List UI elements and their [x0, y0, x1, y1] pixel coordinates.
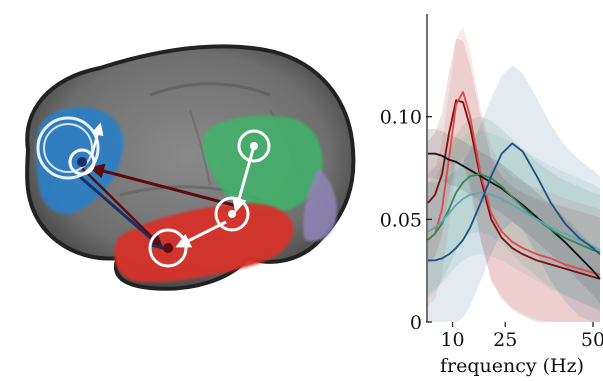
- spectrum-chart: 0 0.05 0.10 10 25 50 frequency (Hz): [380, 14, 603, 377]
- x-tick-label: 50: [581, 329, 603, 351]
- node-dot: [228, 210, 236, 218]
- y-tick-label: 0: [410, 312, 422, 334]
- node-dot: [163, 243, 173, 253]
- x-tick-label: 25: [493, 329, 517, 351]
- x-tick-label: 10: [440, 329, 464, 351]
- node-dot: [77, 157, 87, 167]
- x-axis-label: frequency (Hz): [440, 355, 584, 377]
- brain-illustration: [27, 46, 353, 288]
- x-ticks: 10 25 50: [440, 322, 603, 351]
- y-ticks: 0 0.05 0.10: [380, 107, 432, 334]
- y-tick-label: 0.10: [380, 107, 422, 129]
- y-tick-label: 0.05: [380, 209, 422, 231]
- confidence-bands: [428, 26, 600, 322]
- node-dot: [250, 142, 258, 150]
